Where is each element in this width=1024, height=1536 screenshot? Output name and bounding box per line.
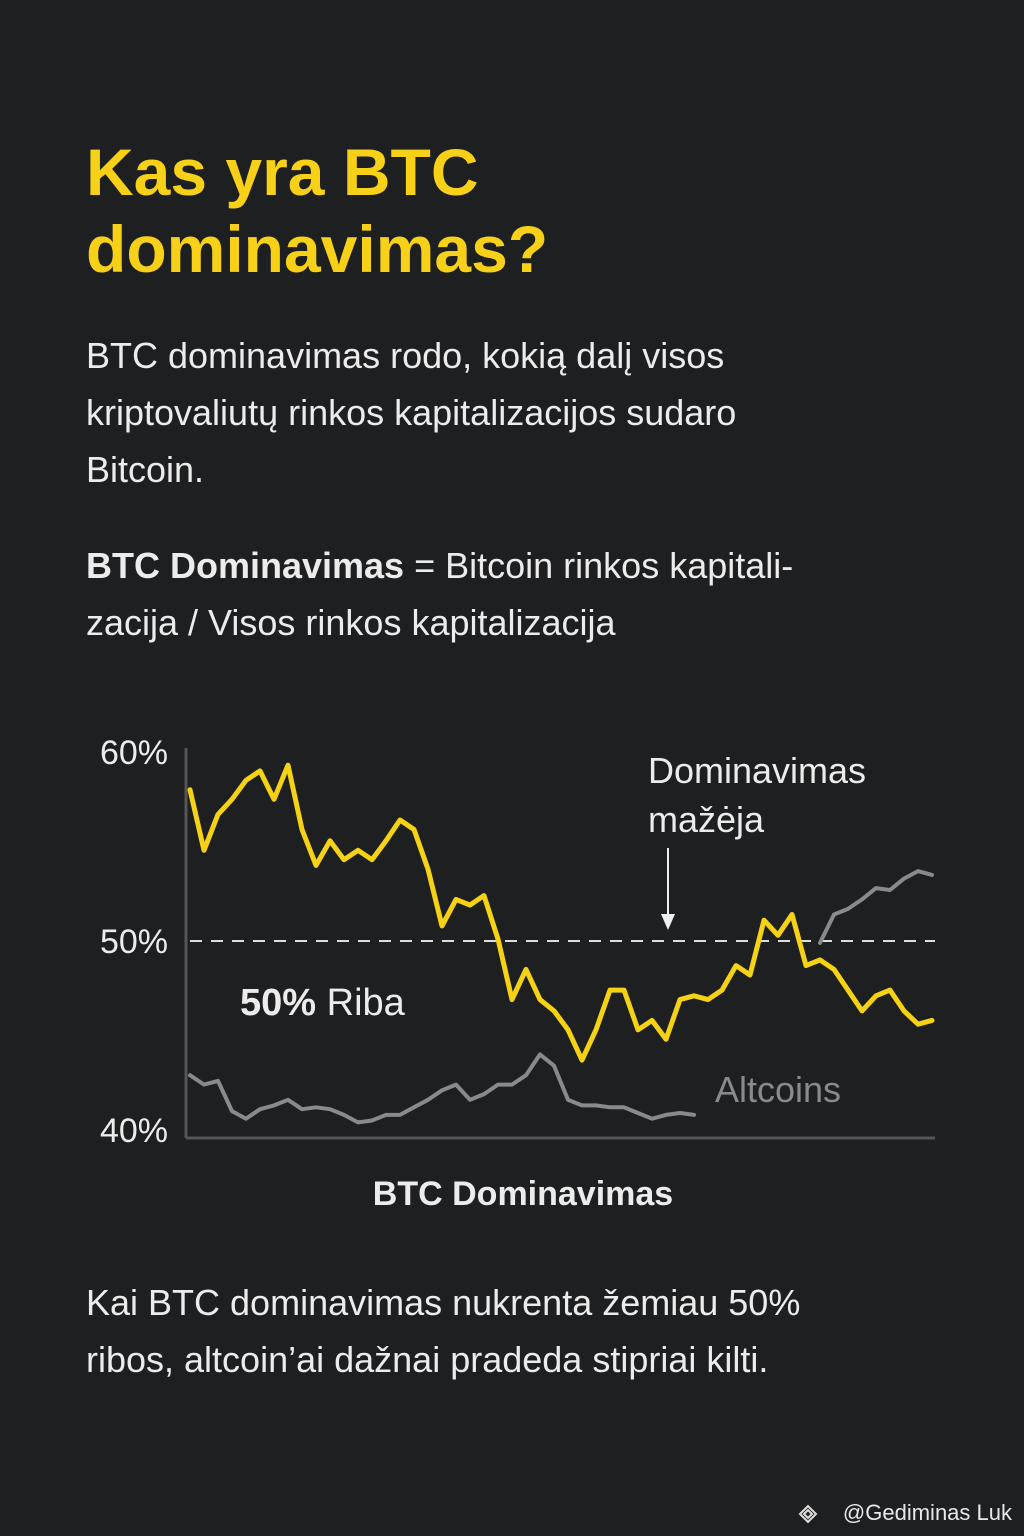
- legend-label: Altcoins: [715, 1069, 841, 1110]
- arrow-head: [661, 914, 675, 930]
- logo: [798, 1504, 818, 1524]
- x-axis-label: BTC Dominavimas: [373, 1175, 673, 1213]
- threshold-text: Riba: [327, 982, 406, 1024]
- formula-term: BTC Dominavimas: [86, 545, 404, 586]
- y-tick-label: 50%: [100, 923, 168, 961]
- intro: BTC dominavimas rodo, kokią dalį visos: [86, 335, 724, 376]
- threshold-bold: 50%: [240, 982, 316, 1024]
- title: dominavimas?: [86, 212, 548, 286]
- outro: ribos, altcoin’ai dažnai pradeda stipria…: [86, 1339, 768, 1380]
- series-line: [187, 762, 935, 1063]
- intro: Bitcoin.: [86, 449, 204, 490]
- threshold-label: 50% Riba: [240, 982, 406, 1024]
- formula: BTC Dominavimas = Bitcoin rinkos kapital…: [86, 545, 793, 586]
- formula-text: = Bitcoin rinkos kapitali-: [414, 545, 793, 586]
- y-tick-label: 60%: [100, 734, 168, 772]
- annotation: mažėja: [648, 799, 765, 840]
- footer: @Gediminas Luk: [843, 1500, 1013, 1525]
- series-line: [188, 869, 934, 1125]
- title: Kas yra BTC: [86, 135, 479, 209]
- y-tick-label: 40%: [100, 1112, 168, 1150]
- formula: zacija / Visos rinkos kapitalizacija: [86, 602, 617, 643]
- intro: kriptovaliutų rinkos kapitalizacijos sud…: [86, 392, 736, 433]
- outro: Kai BTC dominavimas nukrenta žemiau 50%: [86, 1282, 800, 1323]
- annotation: Dominavimas: [648, 750, 866, 791]
